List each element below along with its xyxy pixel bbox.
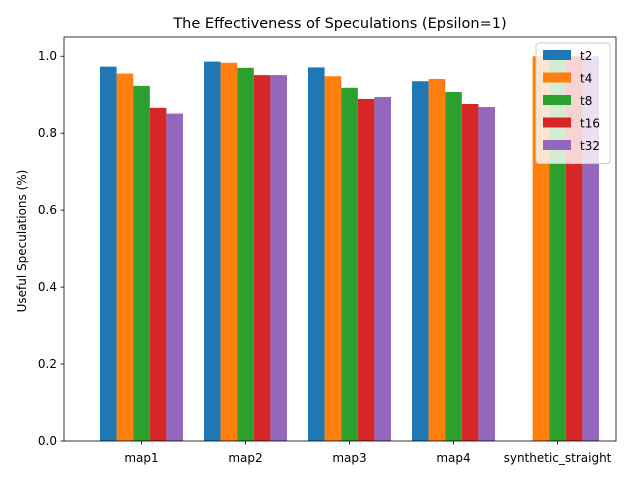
bar-t32-map4 — [478, 107, 495, 441]
bar-t16-map1 — [149, 107, 167, 441]
bar-t8-map1 — [133, 85, 150, 442]
y-tick-label: 1.0 — [38, 49, 57, 63]
bar-t2-map2 — [204, 61, 221, 442]
bar-t2-map3 — [308, 67, 325, 442]
bar-t16-map4 — [461, 103, 479, 441]
bar-t32-map1 — [166, 113, 183, 441]
bar-t4-map3 — [324, 76, 342, 441]
bar-t4-map4 — [428, 78, 446, 441]
legend-label-t2: t2 — [580, 49, 592, 63]
legend-swatch-t2 — [543, 50, 571, 60]
bar-t16-map2 — [253, 75, 271, 441]
bar-t32-map2 — [270, 75, 287, 441]
bar-t2-map1 — [100, 66, 117, 442]
legend-label-t32: t32 — [580, 139, 600, 153]
legend-label-t4: t4 — [580, 72, 592, 86]
legend-swatch-t8 — [543, 95, 571, 105]
legend: t2 t4 t8 t16 t32 — [535, 42, 611, 164]
y-tick-label: 0.2 — [38, 357, 57, 371]
bar-t8-map3 — [341, 87, 358, 441]
y-axis-label: Useful Speculations (%) — [15, 170, 29, 313]
legend-swatch-t16 — [543, 117, 571, 128]
y-tick-label: 0.6 — [38, 203, 57, 217]
bar-t32-map3 — [374, 97, 391, 441]
y-tick-label: 0.8 — [38, 126, 57, 140]
y-tick-label: 0.4 — [38, 280, 57, 294]
x-tick-label: map3 — [332, 451, 366, 465]
x-tick-label: map2 — [228, 451, 262, 465]
legend-swatch-t4 — [543, 72, 571, 83]
bar-t8-map4 — [445, 92, 462, 442]
x-tick-label: map1 — [124, 451, 158, 465]
bar-t16-map3 — [357, 98, 375, 442]
x-tick-label: map4 — [436, 451, 470, 465]
legend-label-t16: t16 — [580, 117, 600, 131]
bars-group — [100, 56, 599, 442]
bar-t4-map2 — [220, 62, 238, 441]
bar-t8-map2 — [237, 67, 254, 442]
legend-swatch-t32 — [543, 140, 571, 150]
x-tick-label: synthetic_straight — [504, 451, 612, 465]
y-tick-label: 0.0 — [38, 434, 57, 448]
legend-label-t8: t8 — [580, 94, 592, 108]
axes-group: 0.0 0.2 0.4 0.6 0.8 1.0 map1 map2 map3 map4 synthe… — [38, 36, 617, 465]
plot-frame — [63, 36, 617, 442]
chart-title: The Effectiveness of Speculations (Epsil… — [172, 16, 506, 32]
bar-t4-map1 — [116, 73, 134, 442]
bar-t2-map4 — [412, 81, 429, 441]
